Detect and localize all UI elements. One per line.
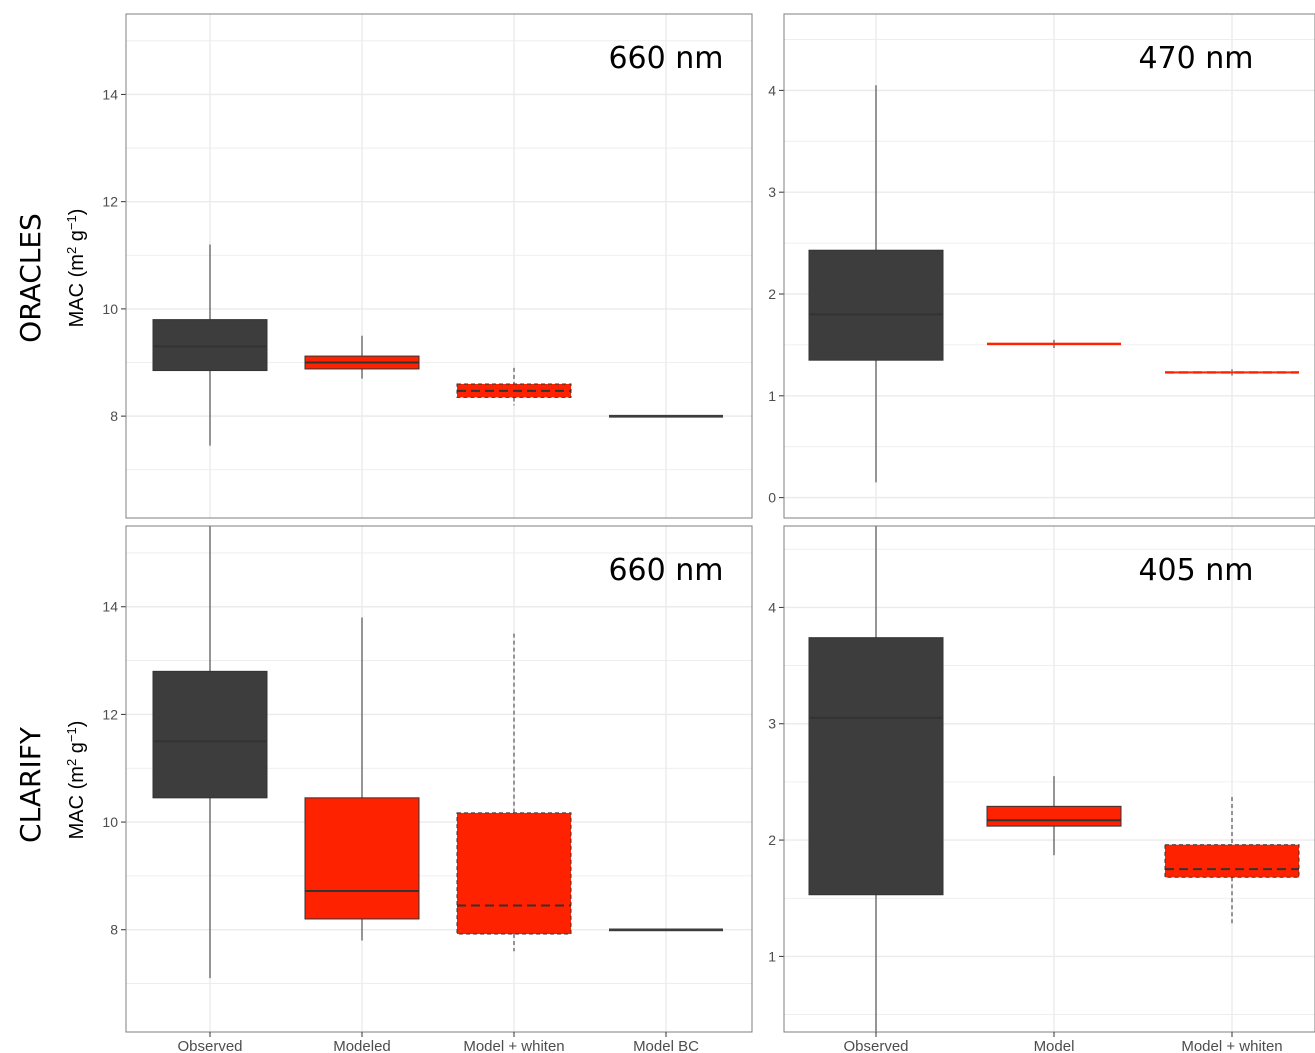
y-tick-label: 0 <box>768 490 776 506</box>
y-tick-label: 1 <box>768 948 776 964</box>
y-tick-label: 14 <box>102 86 118 102</box>
box-model-bc <box>609 928 723 932</box>
x-tick-label: Modeled <box>333 1038 391 1053</box>
y-tick-label: 2 <box>768 832 776 848</box>
panel-1: 8 10 12 14 660 nm <box>102 13 753 519</box>
box-body <box>152 670 268 799</box>
box-model-whiten <box>1165 369 1299 376</box>
x-tick-label: Observed <box>843 1038 908 1053</box>
y-tick-label: 10 <box>102 814 118 830</box>
y-tick-label: 1 <box>768 388 776 404</box>
panel-border <box>125 13 753 519</box>
y-tick-label: 14 <box>102 599 118 615</box>
box-observed <box>808 526 944 1032</box>
box-body <box>808 249 944 361</box>
x-tick-label: Model BC <box>633 1038 699 1053</box>
box-model-whiten <box>1164 797 1300 925</box>
box-body <box>1165 371 1299 374</box>
box-model-bc <box>609 414 723 418</box>
y-axis-label-bottom: MAC (m2 g−1) <box>64 721 89 840</box>
box-body <box>1164 844 1300 878</box>
panel-title: 405 nm <box>1138 553 1253 588</box>
x-tick-label: Model <box>1034 1038 1075 1053</box>
y-tick-label: 10 <box>102 301 118 317</box>
x-tick-label: Observed <box>177 1038 242 1053</box>
box-model-whiten <box>456 633 572 952</box>
panel-border <box>783 525 1315 1033</box>
box-body <box>808 637 944 896</box>
box-body <box>304 797 420 920</box>
panel-title: 470 nm <box>1138 41 1253 76</box>
row-label-oracles: ORACLES <box>14 213 47 343</box>
y-tick-label: 12 <box>102 194 118 210</box>
y-tick-label: 3 <box>768 716 776 732</box>
panel-3: 8 10 12 14 660 nm Observed Modeled Model + whit… <box>102 525 753 1053</box>
y-tick-label: 3 <box>768 184 776 200</box>
box-body <box>456 812 572 935</box>
box-body <box>986 805 1122 827</box>
x-tick-label: Model + whiten <box>463 1038 564 1053</box>
panel-2: 0 1 2 3 4 470 nm <box>768 13 1315 519</box>
box-modeled <box>304 335 420 379</box>
row-label-clarify: CLARIFY <box>14 726 47 843</box>
box-modeled <box>304 617 420 941</box>
box-model-whiten <box>456 367 572 406</box>
y-tick-label: 8 <box>110 922 118 938</box>
box-model <box>987 339 1121 348</box>
panel-title: 660 nm <box>608 41 723 76</box>
panel-border <box>125 525 753 1033</box>
x-tick-label: Model + whiten <box>1181 1038 1282 1053</box>
panel-background <box>126 14 752 518</box>
y-tick-label: 8 <box>110 408 118 424</box>
y-tick-label: 4 <box>768 82 776 98</box>
panel-title: 660 nm <box>608 553 723 588</box>
box-observed <box>808 85 944 483</box>
y-axis-label-top: MAC (m2 g−1) <box>64 209 89 328</box>
box-body <box>152 319 268 372</box>
panel-4: 1 2 3 4 405 nm Observed Model Model + whiten <box>768 525 1315 1053</box>
y-tick-label: 4 <box>768 599 776 615</box>
panel-border <box>783 13 1315 519</box>
box-observed <box>152 244 268 446</box>
y-tick-label: 2 <box>768 286 776 302</box>
box-observed <box>152 526 268 979</box>
box-model <box>986 776 1122 856</box>
y-tick-label: 12 <box>102 706 118 722</box>
